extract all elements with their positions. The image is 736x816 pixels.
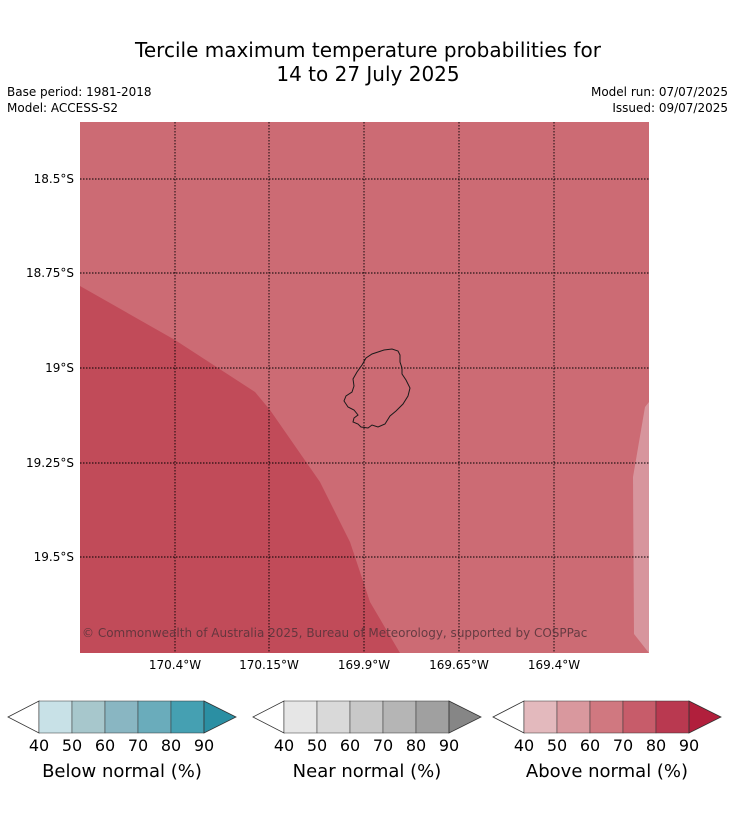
colorbar-segment <box>382 700 417 734</box>
colorbar-below-normal: 40 50 60 70 80 90 Below normal (%) <box>7 700 237 782</box>
colorbar-tick-label: 90 <box>193 736 215 755</box>
colorbar-tick-label: 40 <box>513 736 535 755</box>
colorbar-near-label: Near normal (%) <box>292 761 442 782</box>
colorbar-tick-label: 50 <box>306 736 328 755</box>
colorbar-tick-label: 40 <box>28 736 50 755</box>
meta-left: Base period: 1981-2018 Model: ACCESS-S2 <box>7 84 152 116</box>
colorbar-high-extension <box>203 700 237 734</box>
map-panel <box>80 122 649 653</box>
meta-right: Model run: 07/07/2025 Issued: 09/07/2025 <box>591 84 728 116</box>
title-line-2: 14 to 27 July 2025 <box>276 62 460 86</box>
colorbar-below-label: Below normal (%) <box>42 761 202 782</box>
above-normal-70-80-region <box>80 286 400 653</box>
colorbar-tick-label: 40 <box>273 736 295 755</box>
colorbar-tick-label: 60 <box>339 736 361 755</box>
colorbar-segment <box>283 700 318 734</box>
colorbar-segment <box>316 700 351 734</box>
lon-label-2: 170.15°W <box>239 658 299 672</box>
colorbar-segment <box>71 700 106 734</box>
model-run: Model run: 07/07/2025 <box>590 85 728 99</box>
colorbar-tick-label: 80 <box>645 736 667 755</box>
colorbar-tick-label: 70 <box>372 736 394 755</box>
title-line-1: Tercile maximum temperature probabilitie… <box>135 38 601 62</box>
colorbar-segment <box>170 700 205 734</box>
colorbar-segment <box>349 700 384 734</box>
colorbar-high-extension <box>448 700 482 734</box>
issued-date: Issued: 09/07/2025 <box>612 101 728 115</box>
colorbar-tick-label: 50 <box>546 736 568 755</box>
colorbar-segment <box>589 700 624 734</box>
lat-label-3: 19°S <box>45 361 74 375</box>
colorbar-segment <box>137 700 172 734</box>
lat-label-4: 19.25°S <box>26 456 74 470</box>
model-name: Model: ACCESS-S2 <box>7 101 119 115</box>
map-svg <box>80 122 649 653</box>
colorbar-tick-label: 60 <box>579 736 601 755</box>
lon-label-4: 169.65°W <box>429 658 489 672</box>
colorbar-high-extension <box>688 700 722 734</box>
colorbar-tick-label: 70 <box>612 736 634 755</box>
colorbar-segment <box>38 700 73 734</box>
lat-label-1: 18.5°S <box>33 172 74 186</box>
colorbar-tick-label: 90 <box>438 736 460 755</box>
colorbar-tick-label: 70 <box>127 736 149 755</box>
colorbar-segment <box>415 700 450 734</box>
colorbar-tick-label: 80 <box>405 736 427 755</box>
lat-label-5: 19.5°S <box>33 550 74 564</box>
colorbar-low-extension <box>252 700 285 734</box>
colorbar-tick-label: 80 <box>160 736 182 755</box>
lon-label-5: 169.4°W <box>527 658 581 672</box>
colorbar-near-svg <box>252 700 482 734</box>
colorbar-segment <box>104 700 139 734</box>
lat-label-2: 18.75°S <box>26 266 74 280</box>
colorbar-tick-label: 50 <box>61 736 83 755</box>
base-period: Base period: 1981-2018 <box>7 85 152 99</box>
colorbar-below-ticks: 40 50 60 70 80 90 <box>7 736 237 756</box>
colorbar-low-extension <box>7 700 40 734</box>
colorbar-above-normal: 40 50 60 70 80 90 Above normal (%) <box>492 700 722 782</box>
lon-label-3: 169.9°W <box>337 658 391 672</box>
colorbar-near-ticks: 40 50 60 70 80 90 <box>252 736 482 756</box>
colorbar-above-ticks: 40 50 60 70 80 90 <box>492 736 722 756</box>
colorbar-segment <box>523 700 558 734</box>
colorbar-near-normal: 40 50 60 70 80 90 Near normal (%) <box>252 700 482 782</box>
copyright-credit: © Commonwealth of Australia 2025, Bureau… <box>82 626 588 640</box>
colorbar-above-svg <box>492 700 722 734</box>
colorbar-below-svg <box>7 700 237 734</box>
island-coastline <box>343 348 411 429</box>
colorbar-tick-label: 90 <box>678 736 700 755</box>
above-normal-50-60-region <box>633 402 649 653</box>
colorbar-above-label: Above normal (%) <box>525 761 689 782</box>
lon-label-1: 170.4°W <box>148 658 202 672</box>
colorbar-tick-label: 60 <box>94 736 116 755</box>
colorbar-low-extension <box>492 700 525 734</box>
colorbar-segment <box>556 700 591 734</box>
colorbar-segment <box>622 700 657 734</box>
chart-title: Tercile maximum temperature probabilitie… <box>0 38 736 86</box>
colorbar-segment <box>655 700 690 734</box>
gridlines <box>80 122 649 653</box>
